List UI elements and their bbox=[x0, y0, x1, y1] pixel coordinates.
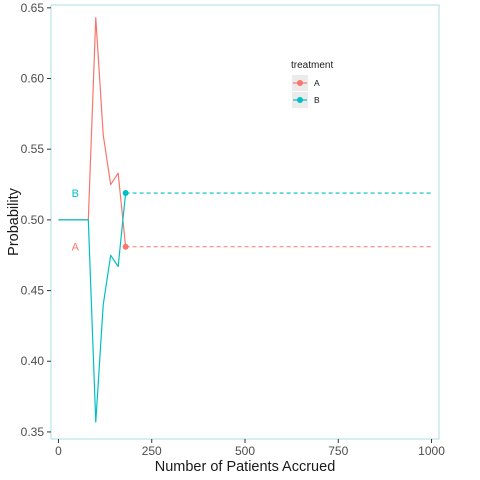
series-layer bbox=[58, 17, 432, 423]
x-tick-label: 0 bbox=[55, 444, 62, 458]
y-tick-label: 0.40 bbox=[21, 354, 45, 368]
x-tick-label: 750 bbox=[328, 444, 348, 458]
series-point-a bbox=[122, 243, 129, 250]
legend-label-a: A bbox=[314, 78, 320, 88]
x-tick-label: 500 bbox=[235, 444, 255, 458]
y-axis-title: Probability bbox=[6, 187, 22, 255]
x-axis: 0 250 500 750 1000 bbox=[55, 439, 445, 458]
y-tick-label: 0.60 bbox=[21, 72, 45, 86]
legend-title: treatment bbox=[291, 60, 333, 71]
legend-items: AB bbox=[292, 75, 320, 108]
x-axis-title: Number of Patients Accrued bbox=[155, 459, 336, 475]
y-axis: 0.35 0.40 0.45 0.50 0.55 0.60 0.65 bbox=[21, 1, 51, 439]
series-line-b bbox=[58, 192, 127, 423]
x-tick-label: 250 bbox=[142, 444, 162, 458]
x-tick-label: 1000 bbox=[418, 444, 445, 458]
y-tick-label: 0.65 bbox=[21, 1, 45, 15]
series-annotation-b: B bbox=[72, 188, 79, 200]
y-tick-label: 0.55 bbox=[21, 142, 45, 156]
y-tick-label: 0.50 bbox=[21, 213, 45, 227]
legend-label-b: B bbox=[314, 95, 320, 105]
legend-key-point bbox=[297, 97, 303, 103]
legend-key-point bbox=[297, 80, 303, 86]
y-tick-label: 0.35 bbox=[21, 425, 45, 439]
series-annotation-a: A bbox=[72, 242, 80, 254]
y-tick-label: 0.45 bbox=[21, 284, 45, 298]
series-point-b bbox=[122, 190, 129, 197]
legend: treatment AB bbox=[291, 60, 333, 108]
annotation-layer: AB bbox=[72, 188, 80, 254]
